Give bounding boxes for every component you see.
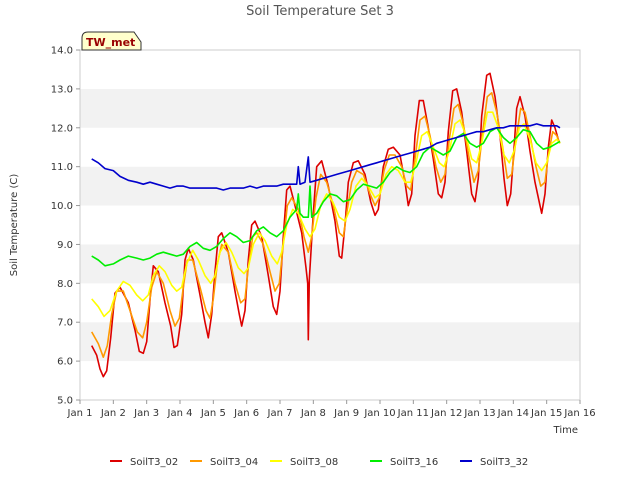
- y-tick-label: 12.0: [51, 123, 73, 134]
- x-tick-label: Jan 10: [363, 408, 395, 419]
- y-tick-label: 6.0: [57, 357, 73, 368]
- grid-bands: [80, 50, 580, 400]
- legend-label: SoilT3_04: [210, 457, 258, 468]
- y-tick-label: 10.0: [51, 201, 73, 212]
- legend-label: SoilT3_16: [390, 457, 438, 468]
- x-tick-label: Jan 8: [300, 408, 326, 419]
- series-line-soilt3-02: [90, 72, 560, 378]
- grid-band: [80, 283, 580, 323]
- legend-label: SoilT3_08: [290, 457, 338, 468]
- y-tick-label: 9.0: [57, 240, 73, 251]
- x-tick-label: Jan 4: [167, 408, 193, 419]
- y-tick-label: 13.0: [51, 84, 73, 95]
- x-tick-label: Jan 1: [67, 408, 93, 419]
- x-axis-ticks: Jan 1 Jan 2 Jan 3 Jan 4 Jan 5 Jan 6 Jan 7 Jan 8…: [67, 400, 596, 419]
- x-tick-label: Jan 9: [333, 408, 359, 419]
- y-tick-label: 14.0: [51, 46, 73, 57]
- legend-label: SoilT3_32: [480, 457, 528, 468]
- y-tick-label: 8.0: [57, 279, 73, 290]
- x-tick-label: Jan 12: [430, 408, 462, 419]
- grid-band: [80, 244, 580, 284]
- series-lines: [90, 72, 561, 378]
- series-line-soilt3-08: [91, 111, 561, 318]
- grid-band: [80, 88, 580, 128]
- legend-label: SoilT3_02: [130, 457, 178, 468]
- grid-band: [80, 50, 580, 89]
- y-tick-label: 11.0: [51, 162, 73, 173]
- x-tick-label: Jan 6: [233, 408, 259, 419]
- x-tick-label: Jan 15: [530, 408, 562, 419]
- y-tick-label: 7.0: [57, 318, 73, 329]
- chart-title: Soil Temperature Set 3: [246, 4, 394, 19]
- x-tick-label: Jan 7: [267, 408, 293, 419]
- x-tick-label: Jan 16: [563, 408, 595, 419]
- series-line-soilt3-32: [91, 123, 561, 191]
- x-tick-label: Jan 5: [200, 408, 226, 419]
- grid-band: [80, 127, 580, 167]
- plot-area-frame: [79, 49, 581, 401]
- annotation-label: TW_met: [86, 36, 135, 49]
- annotation-box: TW_met: [81, 31, 142, 51]
- x-tick-label: Jan 3: [133, 408, 159, 419]
- x-tick-label: Jan 14: [497, 408, 529, 419]
- grid-band: [80, 322, 580, 362]
- x-axis-label: Time: [553, 425, 578, 436]
- y-tick-label: 5.0: [57, 396, 73, 407]
- grid-band: [80, 205, 580, 245]
- y-axis-ticks: 5.0 6.0 7.0 8.0 9.0 10.0 11.0 12.0 13.0 14.0: [51, 46, 80, 407]
- y-axis-label: Soil Temperature (C): [9, 174, 20, 277]
- x-tick-label: Jan 11: [397, 408, 429, 419]
- series-line-soilt3-16: [91, 127, 561, 267]
- x-tick-label: Jan 13: [463, 408, 495, 419]
- grid-band: [80, 361, 580, 400]
- x-tick-label: Jan 2: [100, 408, 126, 419]
- series-line-soilt3-04: [91, 92, 561, 358]
- legend: SoilT3_02 SoilT3_04 SoilT3_08 SoilT3_16 Soil…: [110, 457, 528, 468]
